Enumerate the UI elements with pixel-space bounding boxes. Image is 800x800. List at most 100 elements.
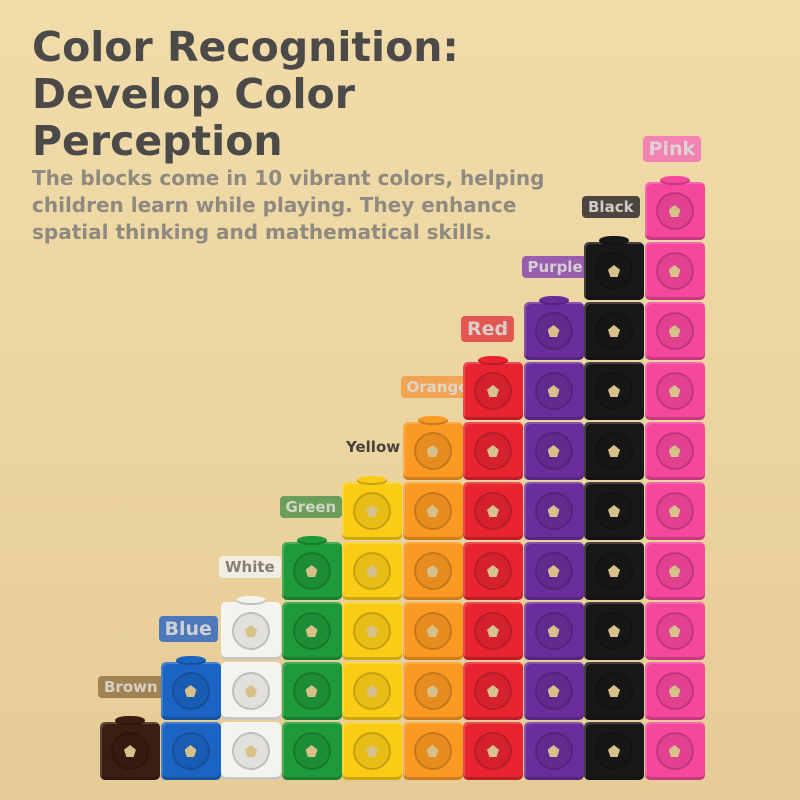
pentagon-hole-icon: [426, 745, 439, 757]
block-ring: [534, 432, 573, 470]
black-block: [584, 362, 644, 420]
black-block: [584, 422, 644, 480]
green-block: [281, 722, 342, 780]
yellow-block: [342, 602, 402, 660]
block-ring: [655, 432, 694, 470]
block-ring: [474, 552, 512, 590]
block-ring: [232, 672, 270, 710]
red-block: [463, 722, 523, 780]
block-ring: [534, 612, 573, 650]
pentagon-hole-icon: [426, 505, 439, 517]
color-label-orange: Orange: [400, 376, 475, 398]
pentagon-hole-icon: [547, 445, 560, 457]
pentagon-hole-icon: [608, 265, 620, 277]
block-ring: [353, 492, 391, 530]
pentagon-hole-icon: [426, 445, 439, 457]
block-ring: [353, 732, 391, 770]
pink-block: [644, 662, 705, 720]
yellow-block: [342, 722, 402, 780]
black-block: [584, 662, 644, 720]
pink-block: [644, 182, 705, 240]
pentagon-hole-icon: [547, 325, 560, 337]
block-ring: [655, 672, 694, 710]
purple-peg: [538, 296, 569, 305]
block-ring: [232, 612, 270, 650]
block-ring: [534, 552, 573, 590]
pentagon-hole-icon: [487, 565, 499, 577]
pentagon-hole-icon: [608, 385, 620, 397]
color-label-purple: Purple: [521, 256, 589, 278]
block-ring: [595, 732, 633, 770]
purple-block: [523, 602, 584, 660]
orange-block: [402, 542, 463, 600]
pink-block: [644, 482, 705, 540]
block-ring: [171, 672, 210, 710]
block-ring: [474, 672, 512, 710]
color-label-blue: Blue: [158, 616, 218, 642]
pentagon-hole-icon: [426, 565, 439, 577]
block-ring: [292, 732, 331, 770]
white-block: [221, 722, 281, 780]
pink-block: [644, 362, 705, 420]
pentagon-hole-icon: [608, 505, 620, 517]
blue-block: [160, 662, 221, 720]
pentagon-hole-icon: [547, 385, 560, 397]
pentagon-hole-icon: [608, 445, 620, 457]
color-label-yellow: Yellow: [346, 438, 401, 456]
pentagon-hole-icon: [668, 205, 681, 217]
pentagon-hole-icon: [366, 505, 378, 517]
red-block: [463, 422, 523, 480]
block-ring: [474, 492, 512, 530]
headline-line-2: Develop Color: [32, 70, 355, 118]
pentagon-hole-icon: [245, 625, 257, 637]
black-block: [584, 302, 644, 360]
block-ring: [534, 312, 573, 350]
block-ring: [474, 432, 512, 470]
pentagon-hole-icon: [184, 685, 197, 697]
pentagon-hole-icon: [547, 505, 560, 517]
pink-block: [644, 542, 705, 600]
block-ring: [655, 192, 694, 230]
green-peg: [296, 536, 327, 545]
purple-block: [523, 362, 584, 420]
block-ring: [534, 492, 573, 530]
block-ring: [353, 672, 391, 710]
pink-block: [644, 302, 705, 360]
block-ring: [595, 672, 633, 710]
red-block: [463, 662, 523, 720]
yellow-block: [342, 662, 402, 720]
block-ring: [655, 492, 694, 530]
pentagon-hole-icon: [487, 625, 499, 637]
block-ring: [111, 732, 149, 770]
pentagon-hole-icon: [668, 565, 681, 577]
block-ring: [655, 732, 694, 770]
pentagon-hole-icon: [245, 745, 257, 757]
yellow-block: [342, 542, 402, 600]
block-ring: [655, 372, 694, 410]
brown-peg: [115, 716, 145, 725]
color-label-green: Green: [279, 496, 343, 518]
color-label-black: Black: [582, 196, 640, 218]
pink-block: [644, 722, 705, 780]
orange-block: [402, 602, 463, 660]
black-block: [584, 482, 644, 540]
block-ring: [534, 672, 573, 710]
pentagon-hole-icon: [305, 745, 318, 757]
description: The blocks come in 10 vibrant colors, he…: [32, 166, 545, 244]
pentagon-hole-icon: [668, 745, 681, 757]
black-block: [584, 722, 644, 780]
purple-block: [523, 482, 584, 540]
red-block: [463, 542, 523, 600]
pentagon-hole-icon: [608, 325, 620, 337]
yellow-peg: [357, 476, 387, 485]
green-block: [281, 662, 342, 720]
block-ring: [413, 492, 452, 530]
purple-block: [523, 542, 584, 600]
purple-block: [523, 302, 584, 360]
pink-block: [644, 242, 705, 300]
black-block: [584, 242, 644, 300]
pentagon-hole-icon: [668, 505, 681, 517]
pentagon-hole-icon: [487, 445, 499, 457]
headline: Color Recognition: Develop Color Percept…: [32, 24, 459, 165]
block-ring: [595, 432, 633, 470]
